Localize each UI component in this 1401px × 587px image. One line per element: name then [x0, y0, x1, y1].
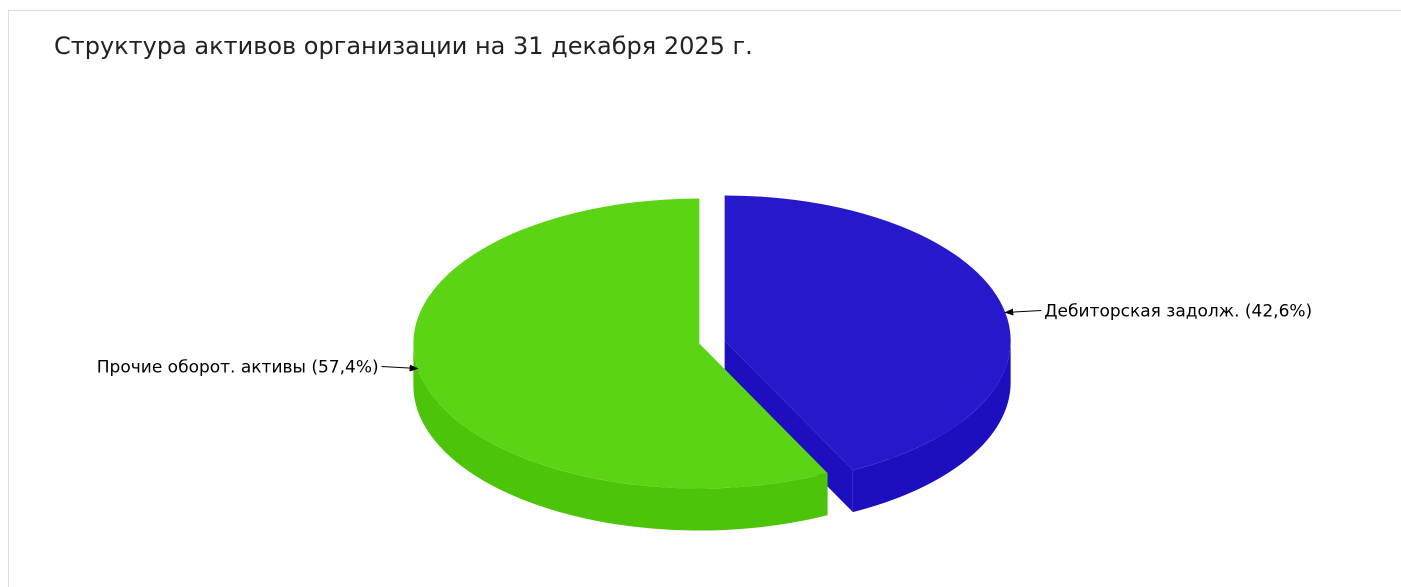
pie-label-2-group: Прочие оборот. активы (57,4%)	[97, 358, 419, 378]
pie-slice-2-side	[413, 345, 828, 531]
pie-label-1: Дебиторская задолж. (42,6%)	[1044, 301, 1312, 321]
chart-title: Структура активов организации на 31 дека…	[54, 32, 753, 60]
pie-label-2: Прочие оборот. активы (57,4%)	[97, 358, 379, 378]
pie-slice-1-top	[724, 195, 1011, 471]
pie-label-1-group: Дебиторская задолж. (42,6%)	[1004, 301, 1312, 321]
pie-label-1-leader	[1004, 308, 1042, 316]
pie-label-2-leader	[381, 364, 419, 372]
pie-slice-2[interactable]	[413, 198, 828, 531]
chart-frame	[8, 10, 1401, 587]
pie-slice-1-side	[852, 341, 1011, 513]
pie-slice-2-top	[413, 198, 828, 489]
